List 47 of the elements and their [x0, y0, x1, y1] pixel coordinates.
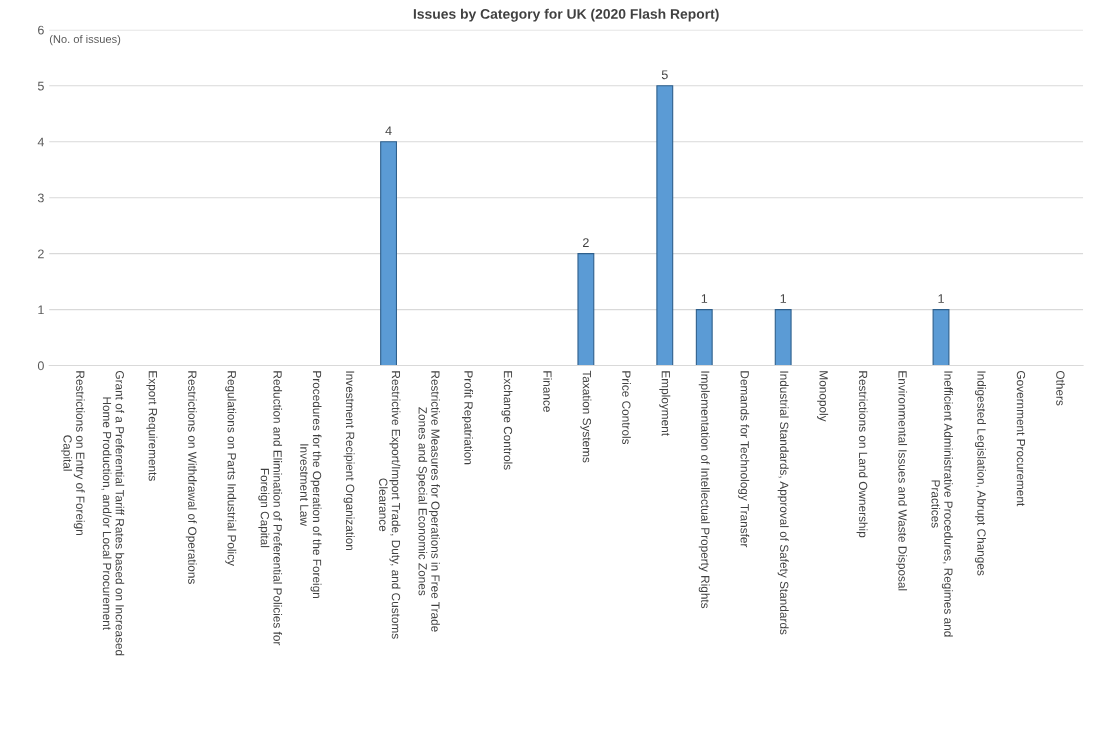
bar — [932, 309, 950, 366]
y-tick-label: 0 — [37, 361, 44, 371]
bar — [656, 85, 674, 366]
y-tick-label: 3 — [37, 193, 44, 203]
x-tick-label: Indigested Legislation, Abrupt Changes — [974, 371, 986, 576]
bar — [774, 309, 792, 366]
x-tick-label: Employment — [659, 371, 671, 436]
x-tick-label: Government Procurement — [1016, 371, 1026, 507]
data-label: 4 — [385, 126, 392, 135]
x-tick-label: Taxation Systems — [580, 370, 592, 463]
x-tick-label: Price Controls — [622, 371, 631, 445]
data-label: 1 — [780, 294, 787, 303]
x-tick-label: Reduction and Elimination of Preferential Policies for Foreign Capital — [258, 371, 283, 646]
x-tick-label: Industrial Standards, Approval of Safety Standards — [777, 371, 789, 635]
chart-title: Issues by Category for UK (2020 Flash Report) — [413, 8, 719, 22]
x-tick-label: Exchange Controls — [501, 371, 513, 470]
x-tick-label: Finance — [543, 371, 552, 412]
x-tick-label: Environmental Issues and Waste Disposal — [896, 371, 908, 591]
x-tick-label: Grant of a Preferential Tariff Rates based on Increased Home Production, and/or Local Procurement — [101, 371, 125, 656]
x-tick-label: Export Requirements — [146, 371, 158, 481]
x-tick-label: Procedures for the Operation of the Foreign Investment Law — [300, 371, 322, 598]
data-label: 1 — [938, 294, 944, 303]
y-axis-title: (No. of issues) — [49, 34, 121, 46]
y-tick-label: 5 — [37, 81, 44, 91]
data-label: 5 — [661, 70, 668, 80]
y-tick-label: 6 — [38, 25, 44, 35]
bar — [695, 309, 713, 366]
y-tick-label: 1 — [38, 305, 44, 315]
x-tick-label: Monopoly — [817, 371, 829, 422]
x-tick-label: Inefficient Administrative Procedures, Regimes and Practices — [931, 371, 953, 637]
x-tick-label: Restrictive Export/Import Trade, Duty, and Customs Clearance — [379, 371, 401, 639]
x-tick-label: Demands for Technology Transfer — [738, 371, 750, 548]
x-tick-label: Others — [1056, 370, 1065, 406]
x-tick-label: Restrictions on Land Ownership — [856, 371, 868, 538]
x-tick-label: Implementation of Intellectual Property Rights — [698, 371, 710, 609]
y-tick-label: 4 — [37, 137, 44, 147]
x-tick-label: Restrictions on Withdrawal of Operations — [185, 371, 197, 584]
bar — [380, 141, 398, 366]
x-tick-label: Profit Repatriation — [461, 371, 473, 465]
data-label: 2 — [583, 238, 589, 247]
x-tick-label: Restrictions on Entry of Foreign Capital — [61, 371, 85, 535]
x-tick-label: Regulations on Parts Industrial Policy — [225, 371, 237, 566]
y-tick-label: 2 — [38, 249, 44, 259]
bar — [577, 253, 595, 366]
data-label: 1 — [701, 294, 708, 303]
x-tick-label: Investment Recipient Organization — [343, 371, 355, 551]
x-tick-label: Restrictive Measures for Operations in Free Trade Zones and Special Economic Zones — [416, 371, 440, 632]
